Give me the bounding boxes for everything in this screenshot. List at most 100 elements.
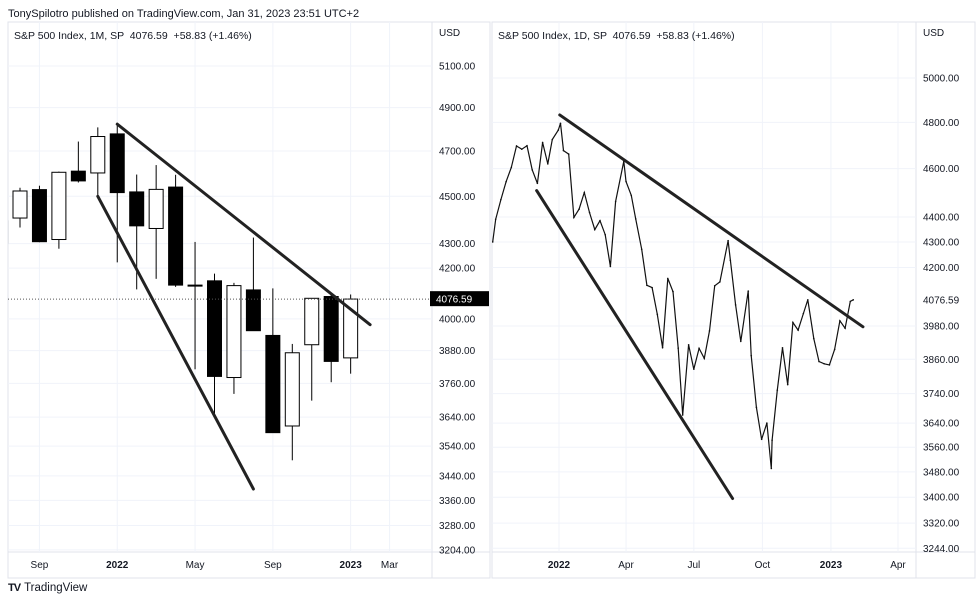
x-tick-label: Sep: [31, 560, 49, 571]
price-point: [604, 233, 606, 236]
candle: [187, 284, 203, 287]
y-tick-label: 4200.00: [923, 263, 960, 274]
price-point: [510, 166, 513, 169]
x-tick-label: Apr: [618, 560, 634, 571]
y-tick-label: 4800.00: [923, 118, 960, 129]
price-point: [609, 265, 612, 268]
currency-label: USD: [439, 28, 460, 39]
brand-label: TradingView: [24, 582, 88, 594]
tradingview-logo-icon: TV: [8, 582, 21, 594]
candle: [8, 220, 9, 245]
price-point: [833, 348, 836, 351]
price-point: [559, 122, 562, 125]
time-axis: Sep 2022 May Sep 2023 Mar: [31, 560, 399, 571]
price-point: [593, 228, 596, 231]
candle: [207, 280, 222, 377]
pane-border: [7, 21, 491, 579]
price-point: [661, 346, 664, 349]
price-point: [547, 163, 549, 165]
price-point: [588, 211, 591, 214]
price-point: [698, 347, 700, 350]
trendline: [558, 113, 865, 329]
price-point: [776, 389, 779, 391]
price-point: [770, 467, 773, 470]
x-tick-label: Sep: [264, 560, 282, 571]
y-tick-label: 4500.00: [439, 192, 476, 203]
price-point: [614, 200, 617, 203]
price-point: [771, 439, 773, 442]
price-point: [578, 208, 580, 210]
trendline: [96, 194, 255, 491]
price-point: [573, 216, 575, 219]
price-point: [823, 362, 826, 365]
price-point: [520, 148, 523, 150]
trendline: [115, 122, 372, 327]
tradingview-brand[interactable]: TV TradingView: [8, 582, 87, 594]
x-tick-label: 2022: [106, 560, 129, 571]
price-point: [494, 218, 497, 220]
price-point: [492, 241, 494, 243]
y-tick-label: 3760.00: [439, 379, 476, 390]
time-axis: 2022 Apr Jul Oct 2023 Apr: [548, 560, 907, 571]
price-point: [786, 383, 789, 386]
y-tick-label: 4600.00: [923, 164, 960, 175]
y-tick-label: 3560.00: [923, 443, 960, 454]
candle: [284, 352, 300, 427]
price-line: [492, 123, 854, 469]
price-point: [693, 368, 695, 370]
y-tick-label: 3640.00: [923, 419, 960, 430]
price-point: [630, 194, 633, 197]
price-point: [802, 312, 805, 315]
price-point: [687, 343, 690, 346]
price-point: [792, 321, 794, 324]
price-point: [807, 299, 809, 301]
y-tick-label: 3400.00: [923, 493, 960, 504]
price-point: [755, 406, 758, 409]
price-point: [551, 138, 554, 141]
price-point: [500, 198, 502, 201]
price-point: [703, 357, 706, 360]
price-point: [750, 354, 753, 357]
price-point: [677, 347, 679, 349]
price-point: [719, 281, 721, 283]
price-point: [583, 191, 586, 194]
right-chart-legend: S&P 500 Index, 1D, SP 4076.59 +58.83 (+1…: [498, 30, 735, 42]
plot-area: [492, 22, 916, 552]
price-point: [708, 330, 711, 332]
price-point: [812, 337, 815, 340]
price-point: [557, 129, 560, 131]
price-point: [844, 327, 846, 329]
y-tick-label: 4300.00: [923, 237, 960, 248]
price-point: [713, 284, 716, 287]
price-point: [505, 180, 507, 183]
price-point: [818, 360, 820, 363]
price-point: [729, 259, 732, 262]
price-point: [734, 304, 737, 306]
left-chart-legend: S&P 500 Index, 1M, SP 4076.59 +58.83 (+1…: [14, 30, 252, 42]
price-point: [781, 346, 784, 349]
price-point: [739, 340, 742, 343]
price-point: [567, 153, 570, 155]
y-tick-label: 3204.00: [439, 545, 476, 556]
y-tick-label: 3740.00: [923, 389, 960, 400]
candle: [323, 296, 339, 362]
candle: [12, 190, 28, 219]
candle: [129, 191, 145, 227]
price-point: [646, 284, 648, 287]
y-tick-label: 3480.00: [923, 467, 960, 478]
price-point: [839, 320, 841, 322]
y-tick-label: 3280.00: [439, 521, 476, 532]
last-price-label: 4076.59: [436, 295, 473, 306]
price-point: [828, 364, 831, 366]
y-tick-label: 3440.00: [439, 471, 476, 482]
candle: [304, 297, 320, 346]
candle: [70, 170, 86, 182]
y-tick-label: 3540.00: [439, 442, 476, 453]
y-tick-label: 3880.00: [439, 346, 476, 357]
y-tick-label: 5100.00: [439, 62, 476, 73]
candle: [226, 285, 242, 379]
price-point: [760, 438, 763, 441]
x-tick-label: Mar: [381, 560, 399, 571]
candle: [168, 186, 184, 286]
